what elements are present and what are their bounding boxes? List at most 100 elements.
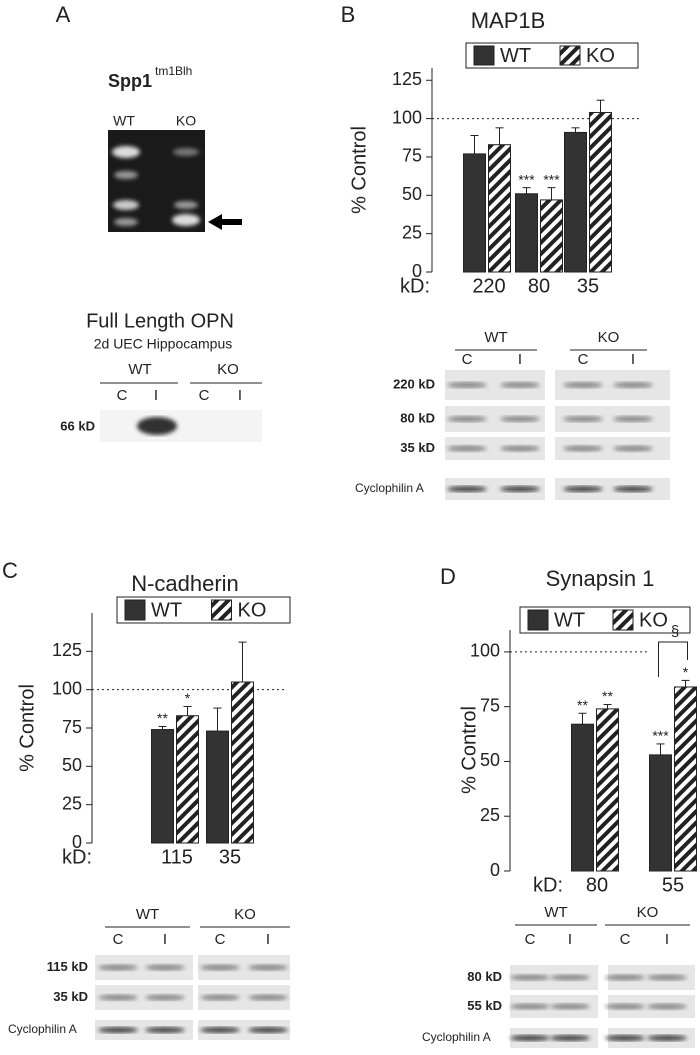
blot-band [447, 416, 487, 422]
significance-label: ** [577, 697, 588, 713]
band-label: 80 kD [467, 969, 502, 984]
legend-label: WT [500, 45, 531, 67]
blot-band [613, 445, 653, 452]
lane-label: C [462, 351, 473, 368]
blot-title: Full Length OPN [86, 310, 234, 332]
bar [571, 723, 594, 872]
lane-label: C [525, 931, 536, 948]
blot-band [613, 486, 653, 492]
bar [515, 193, 538, 273]
legend-label: KO [639, 609, 668, 631]
blot-band [500, 445, 540, 452]
significance-label: ** [157, 710, 168, 726]
blot-band [563, 486, 603, 492]
gene-name: Spp1 [108, 71, 152, 91]
legend-swatch [211, 599, 232, 621]
lane-label: I [163, 931, 167, 948]
lane-label: C [215, 931, 226, 948]
blot-band [98, 964, 138, 971]
blot-band [500, 382, 540, 388]
y-axis-label: % Control [16, 684, 38, 772]
x-tick-label: 35 [577, 275, 599, 297]
legend-label: KO [586, 45, 615, 67]
lane-label: I [568, 931, 572, 948]
blot-band [647, 1003, 687, 1010]
bar [674, 686, 697, 872]
blot-band [145, 964, 185, 971]
blot-band [500, 416, 540, 422]
y-axis-label: % Control [348, 126, 370, 214]
blot-strip [198, 1020, 290, 1040]
blot-band [550, 974, 590, 981]
blot-band [613, 416, 653, 422]
blot-band [605, 974, 645, 981]
band-label: Cyclophilin A [8, 1022, 77, 1036]
chart-title: MAP1B [471, 8, 546, 33]
y-tick-label: 125 [392, 69, 422, 89]
group-label: WT [128, 361, 151, 378]
group-label: WT [544, 904, 567, 921]
band-label: 220 kD [393, 376, 435, 391]
blot-strip [445, 437, 545, 460]
blot-band [145, 994, 185, 1001]
blot-strip [95, 1020, 193, 1040]
blot-band [605, 1003, 645, 1010]
y-tick-label: 0 [72, 832, 82, 852]
blot-band [510, 1003, 550, 1010]
blot-band [563, 382, 603, 388]
y-tick-label: 75 [62, 717, 82, 737]
legend-swatch [612, 609, 634, 631]
lane-label: I [266, 931, 270, 948]
x-tick-label: 80 [586, 874, 608, 896]
lane-label: C [620, 931, 631, 948]
y-tick-label: 50 [480, 750, 500, 770]
x-prefix: kD: [400, 275, 430, 297]
y-tick-label: 0 [490, 860, 500, 880]
legend-box [116, 596, 291, 624]
bar [540, 199, 563, 273]
legend-swatch [473, 45, 495, 66]
blot-band [613, 382, 653, 388]
chart-title: Synapsin 1 [546, 566, 655, 591]
blot-band [647, 1035, 687, 1041]
blot-strip [445, 478, 545, 500]
bar [151, 729, 174, 844]
blot-band [447, 445, 487, 452]
panel-letter: D [440, 564, 456, 589]
significance-label: *** [652, 728, 669, 744]
bar [649, 754, 672, 872]
y-axis-label: % Control [458, 706, 480, 794]
blot-strip [555, 437, 670, 460]
group-label: KO [637, 904, 659, 921]
bar [463, 153, 486, 273]
blot-band [248, 1027, 288, 1033]
y-tick-label: 25 [480, 805, 500, 825]
blot-band [563, 416, 603, 422]
blot-band [98, 994, 138, 1001]
y-tick-label: 50 [402, 184, 422, 204]
blot-band [248, 994, 288, 1001]
blot-band [145, 1027, 185, 1033]
lane-label: I [665, 931, 669, 948]
significance-label: * [185, 690, 191, 706]
y-tick-label: 100 [52, 678, 82, 698]
band-label: 66 kD [60, 418, 95, 433]
lane-label: C [578, 351, 589, 368]
blot-band [98, 1027, 138, 1033]
group-label: KO [234, 906, 256, 923]
chart-title: N-cadherin [131, 571, 239, 596]
lane-label: C [117, 387, 128, 404]
x-prefix: kD: [533, 874, 563, 896]
lane-label: I [518, 351, 522, 368]
legend-label: KO [238, 599, 267, 621]
blot-band [248, 964, 288, 971]
x-tick-label: 115 [161, 846, 193, 868]
bar [176, 715, 199, 844]
bracket-label: § [671, 623, 679, 640]
y-tick-label: 25 [402, 222, 422, 242]
lane-label: C [113, 931, 124, 948]
significance-label: *** [543, 171, 560, 187]
lane-label: C [199, 387, 210, 404]
y-tick-label: 0 [412, 261, 422, 281]
